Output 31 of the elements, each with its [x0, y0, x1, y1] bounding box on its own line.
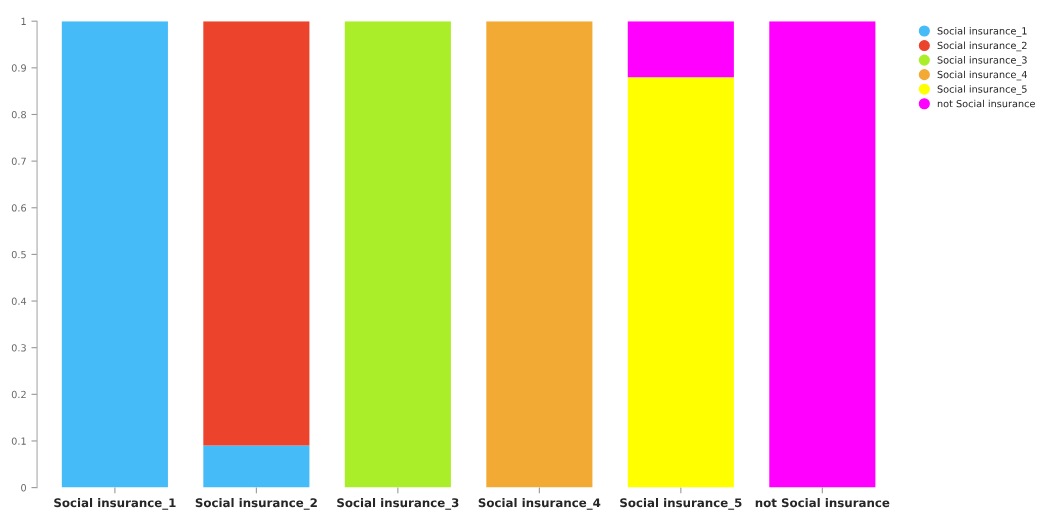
y-tick-label: 0.5 — [11, 250, 26, 259]
legend-label: Social insurance_1 — [937, 27, 1027, 37]
bar — [627, 21, 734, 78]
x-tick-label: Social insurance_4 — [478, 498, 601, 510]
y-tick-label: 0.9 — [11, 64, 26, 72]
legend-label: Social insurance_3 — [937, 56, 1027, 66]
y-tick-label: 0.2 — [11, 390, 26, 399]
bar — [769, 21, 876, 488]
y-tick-label: 1 — [21, 17, 26, 25]
y-tick-label: 0.3 — [11, 344, 26, 352]
x-tick-label: Social insurance_1 — [54, 498, 176, 510]
y-tick-label: 0.7 — [11, 157, 26, 165]
x-tick-label: not Social insurance — [755, 498, 890, 508]
bar — [344, 21, 451, 488]
y-tick-label: 0.8 — [11, 110, 26, 119]
x-tick-label: Social insurance_2 — [195, 498, 317, 510]
bar — [203, 445, 310, 488]
legend-label: Social insurance_2 — [937, 41, 1027, 52]
bar — [61, 21, 168, 488]
x-tick-label: Social insurance_3 — [337, 498, 459, 510]
y-tick-label: 0 — [21, 484, 26, 492]
y-tick-label: 0.1 — [11, 437, 26, 445]
legend-label: not Social insurance — [937, 99, 1035, 108]
bar — [203, 21, 310, 446]
legend-label: Social insurance_4 — [937, 70, 1027, 81]
x-tick-label: Social insurance_5 — [620, 498, 742, 510]
bar — [627, 77, 734, 488]
legend-label: Social insurance_5 — [937, 85, 1027, 95]
bar — [486, 21, 593, 488]
y-tick-label: 0.4 — [11, 297, 27, 305]
y-tick-label: 0.6 — [11, 204, 27, 212]
